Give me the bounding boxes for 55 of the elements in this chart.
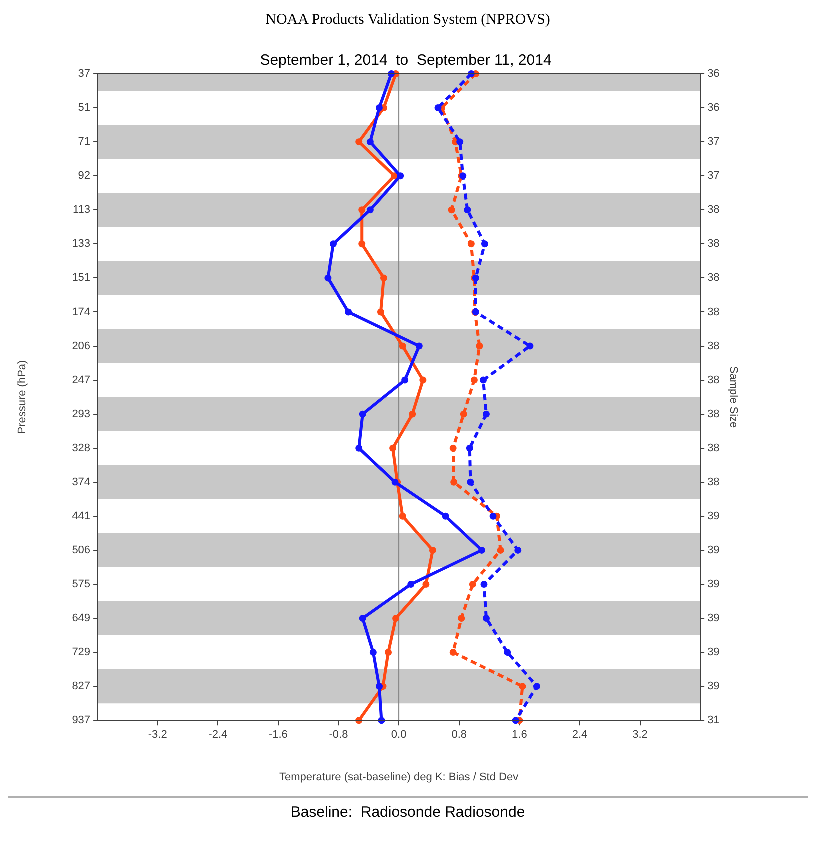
y2-tick-label: 38 [708,204,720,216]
y-tick-label: 441 [72,510,91,522]
y-tick-label: 133 [72,238,91,250]
y-tick-label: 71 [78,136,91,148]
x-tick-label: 2.4 [572,729,588,742]
chart-subtitle: September 1, 2014 to September 11, 2014 [260,52,552,70]
y2-tick-label: 38 [708,374,720,386]
y-tick-label: 174 [72,306,91,318]
y-tick-label: 206 [72,340,91,352]
y-tick-label: 151 [72,272,91,284]
y2-tick-label: 38 [708,476,720,488]
y2-tick-label: 39 [708,646,720,659]
y-tick-label: 51 [78,102,91,114]
x-axis-title: Temperature (sat-baseline) deg K: Bias / Std Dev [280,771,520,784]
y2-tick-label: 38 [708,340,720,352]
y-axis-title: Pressure (hPa) [16,360,29,434]
y-tick-label: 729 [72,646,91,659]
y-tick-label: 293 [72,408,91,420]
x-tick-label: 0.0 [391,729,407,742]
y-tick-label: 113 [73,204,91,216]
y2-tick-label: 39 [708,680,720,693]
x-tick-label: 3.2 [632,729,648,742]
y-tick-label: 506 [72,544,91,556]
y-tick-label: 649 [72,612,91,625]
x-tick-label: -2.4 [208,729,228,742]
y2-tick-label: 39 [708,578,720,591]
x-tick-label: 0.8 [452,729,468,742]
y2-tick-label: 39 [708,544,720,556]
y-tick-label: 575 [72,578,91,591]
x-tick-label: -0.8 [329,729,348,742]
x-tick-label: -3.2 [148,729,168,742]
y2-tick-label: 38 [708,442,720,454]
y-tick-label: 374 [72,476,91,488]
y2-tick-label: 39 [708,612,720,625]
y2-axis-title: Sample Size [727,366,740,428]
y2-tick-label: 36 [708,102,720,114]
y2-tick-label: 36 [708,68,720,80]
y2-tick-label: 38 [708,306,720,318]
y2-tick-label: 39 [708,510,720,522]
y-tick-label: 92 [78,170,91,182]
y2-tick-label: 37 [708,170,720,182]
y-tick-label: 937 [72,714,91,727]
y2-tick-label: 38 [708,272,720,284]
y-tick-label: 827 [72,680,91,693]
y-tick-label: 37 [78,68,91,80]
x-tick-label: -1.6 [268,729,288,742]
y-tick-label: 328 [72,442,91,454]
x-tick-label: 1.6 [512,729,528,742]
y2-tick-label: 31 [708,714,720,727]
y2-tick-label: 37 [708,136,720,148]
y2-tick-label: 38 [708,238,720,250]
y-tick-label: 247 [72,374,91,386]
chart-title: NOAA Products Validation System (NPROVS) [264,11,552,30]
y2-tick-label: 38 [708,408,720,420]
text: Baseline: Radiosonde Radiosonde [8,796,808,821]
